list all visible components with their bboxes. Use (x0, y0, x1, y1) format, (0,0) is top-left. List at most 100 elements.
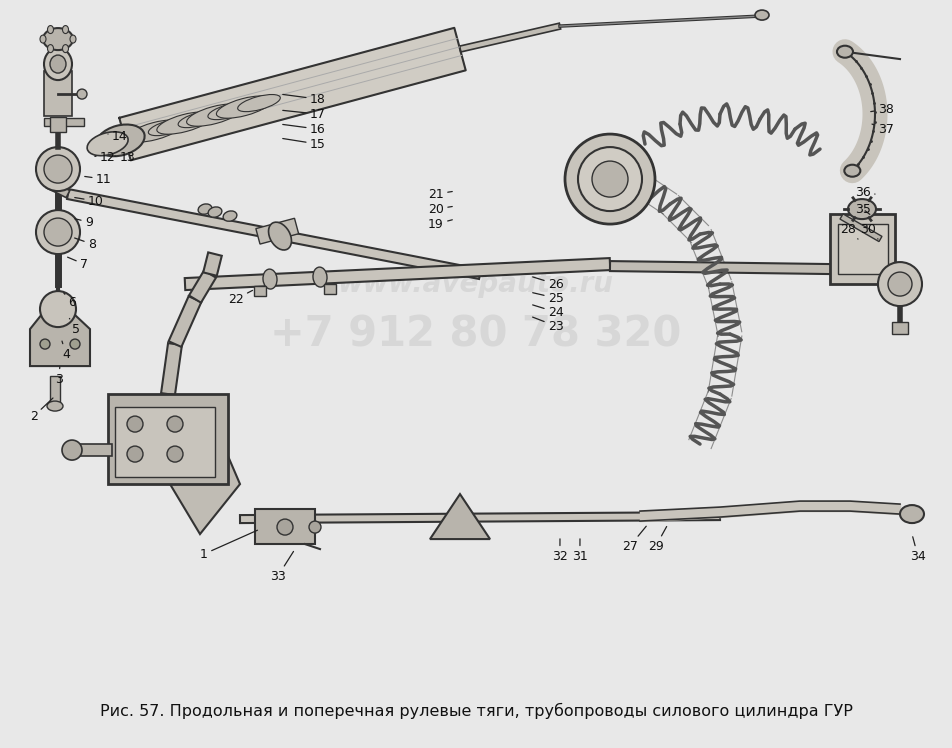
Text: 32: 32 (552, 539, 567, 562)
Ellipse shape (43, 28, 73, 50)
Text: www.avераuto.ru: www.avераuto.ru (338, 270, 614, 298)
Ellipse shape (44, 48, 72, 80)
Polygon shape (185, 258, 610, 290)
Bar (892, 322, 908, 334)
Text: 8: 8 (74, 238, 96, 251)
Circle shape (565, 134, 655, 224)
Circle shape (309, 521, 321, 533)
Text: 1: 1 (200, 530, 257, 560)
Ellipse shape (238, 94, 280, 111)
Text: 30: 30 (860, 223, 878, 239)
Circle shape (127, 416, 143, 432)
Ellipse shape (848, 199, 876, 219)
Circle shape (44, 155, 72, 183)
Bar (50, 376, 60, 404)
Ellipse shape (127, 120, 183, 142)
Polygon shape (47, 180, 69, 197)
Ellipse shape (48, 25, 53, 34)
Text: 17: 17 (283, 108, 326, 120)
Text: 19: 19 (428, 218, 452, 230)
Text: 21: 21 (428, 188, 452, 200)
Text: 20: 20 (428, 203, 452, 215)
Ellipse shape (900, 505, 924, 523)
Bar (108, 394, 228, 484)
Circle shape (40, 339, 50, 349)
Text: 22: 22 (228, 290, 252, 306)
Text: 16: 16 (283, 123, 326, 135)
Polygon shape (30, 314, 90, 366)
Text: 9: 9 (74, 215, 93, 229)
Circle shape (40, 291, 76, 327)
Circle shape (70, 339, 80, 349)
Text: Рис. 57. Продольная и поперечная рулевые тяги, трубопроводы силового цилиндра ГУ: Рис. 57. Продольная и поперечная рулевые… (100, 703, 852, 719)
Circle shape (592, 161, 628, 197)
Bar (44, 118, 84, 126)
Text: 29: 29 (648, 527, 666, 553)
Ellipse shape (97, 128, 152, 150)
Polygon shape (119, 28, 466, 160)
Bar (72, 444, 112, 456)
Ellipse shape (63, 45, 69, 52)
Text: 34: 34 (910, 537, 925, 562)
Circle shape (36, 147, 80, 191)
Polygon shape (67, 189, 481, 279)
Circle shape (878, 262, 922, 306)
Polygon shape (459, 23, 561, 52)
Ellipse shape (149, 118, 191, 135)
Text: 27: 27 (622, 527, 646, 553)
Text: 15: 15 (283, 138, 326, 150)
Bar (50, 117, 66, 132)
Ellipse shape (844, 165, 861, 177)
Circle shape (277, 519, 293, 535)
Text: 6: 6 (64, 293, 76, 309)
Text: +7 912 80 78 320: +7 912 80 78 320 (270, 313, 682, 355)
Circle shape (167, 446, 183, 462)
Text: 4: 4 (62, 341, 69, 361)
Text: 14: 14 (108, 129, 128, 143)
Circle shape (77, 89, 87, 99)
Ellipse shape (47, 401, 63, 411)
Text: 25: 25 (533, 292, 564, 304)
Ellipse shape (263, 269, 277, 289)
Polygon shape (161, 343, 182, 395)
Text: 3: 3 (55, 367, 63, 385)
Ellipse shape (40, 35, 46, 43)
Text: 28: 28 (840, 223, 858, 239)
Polygon shape (189, 271, 216, 303)
Bar (254, 286, 266, 296)
Bar (830, 214, 895, 284)
Text: 33: 33 (270, 551, 293, 583)
Polygon shape (203, 252, 222, 276)
Polygon shape (170, 414, 240, 534)
Text: 26: 26 (533, 277, 564, 290)
Polygon shape (240, 512, 720, 523)
Text: 35: 35 (855, 203, 871, 215)
Ellipse shape (755, 10, 769, 20)
Text: 23: 23 (532, 317, 564, 333)
Ellipse shape (198, 204, 212, 214)
Polygon shape (430, 494, 490, 539)
Bar (324, 284, 336, 294)
Circle shape (62, 440, 82, 460)
Ellipse shape (119, 126, 161, 144)
Circle shape (578, 147, 642, 211)
Text: 38: 38 (871, 102, 894, 116)
Text: 31: 31 (572, 539, 587, 562)
Circle shape (44, 218, 72, 246)
Text: 2: 2 (30, 398, 53, 423)
Text: 18: 18 (283, 93, 326, 105)
Bar (255, 509, 315, 544)
Ellipse shape (268, 222, 291, 250)
Text: 11: 11 (85, 173, 111, 186)
Ellipse shape (313, 267, 327, 287)
Text: 5: 5 (69, 319, 80, 336)
Text: 10: 10 (75, 194, 104, 208)
Ellipse shape (187, 104, 242, 126)
Ellipse shape (157, 112, 212, 134)
Ellipse shape (837, 46, 853, 58)
Ellipse shape (223, 211, 237, 221)
Text: 36: 36 (855, 186, 875, 198)
Bar (840, 214, 882, 242)
Text: 12: 12 (95, 150, 116, 164)
Bar (44, 71, 72, 116)
